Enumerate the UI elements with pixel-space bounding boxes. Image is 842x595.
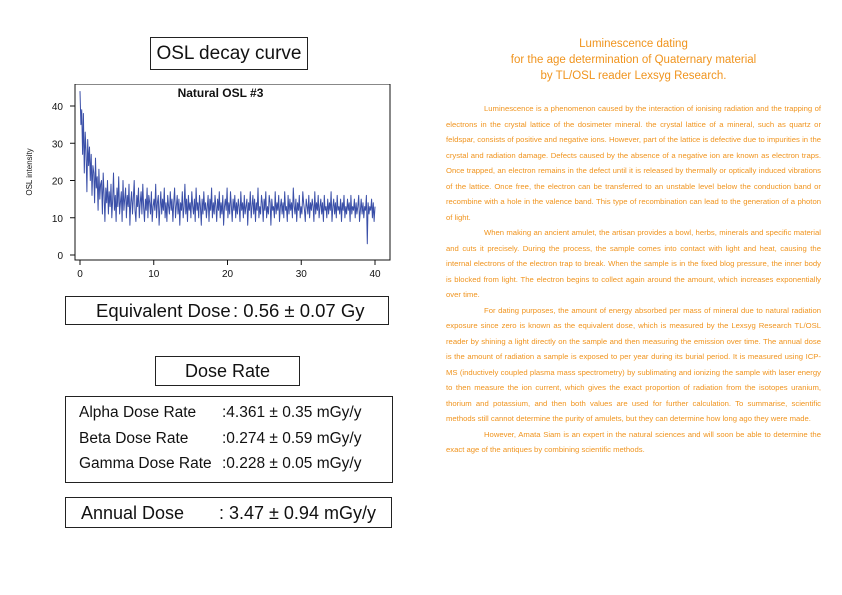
alpha-dose-rate-label: Alpha Dose Rate (79, 404, 197, 421)
dose-rate-title-box: Dose Rate (155, 356, 300, 386)
osl-series-line (79, 91, 376, 245)
article-paragraph: However, Amata Siam is an expert in the … (446, 429, 821, 455)
y-tick-label: 10 (52, 214, 64, 225)
y-tick-label: 20 (52, 177, 64, 188)
headline-line-1: Luminescence dating (579, 38, 688, 50)
article-headline: Luminescence dating for the age determin… (446, 36, 821, 84)
beta-dose-rate-value: :0.274 ± 0.59 mGy/y (222, 430, 362, 447)
osl-decay-chart: Natural OSL #3 0 10 20 30 40 0 10 20 30 40 OSL inte… (25, 84, 391, 280)
osl-title: OSL decay curve (156, 42, 302, 64)
x-tick-label: 10 (148, 269, 160, 280)
article: Luminescence dating for the age determin… (446, 36, 821, 458)
y-axis-label: OSL intensity (25, 148, 34, 195)
y-tick-label: 40 (52, 102, 64, 113)
dose-rate-box: Alpha Dose Rate :4.361 ± 0.35 mGy/y Beta… (65, 396, 393, 483)
y-tick-label: 0 (57, 251, 63, 262)
article-paragraph: For dating purposes, the amount of energ… (446, 305, 821, 424)
headline-line-3: by TL/OSL reader Lexsyg Research. (540, 70, 727, 82)
gamma-dose-rate-label: Gamma Dose Rate (79, 455, 212, 472)
article-paragraph: Luminescence is a phenomenon caused by t… (446, 104, 821, 222)
headline-line-2: for the age determination of Quaternary … (510, 54, 757, 66)
gamma-dose-rate-value: :0.228 ± 0.05 mGy/y (222, 455, 362, 472)
annual-dose-label: Annual Dose (81, 503, 185, 523)
x-tick-label: 20 (222, 269, 234, 280)
alpha-dose-rate-value: :4.361 ± 0.35 mGy/y (222, 404, 362, 421)
equivalent-dose-box: Equivalent Dose : 0.56 ± 0.07 Gy (65, 296, 389, 325)
x-tick-label: 0 (77, 269, 83, 280)
article-paragraph: When making an ancient amulet, the artis… (446, 228, 821, 299)
x-tick-label: 30 (296, 269, 308, 280)
x-tick-label: 40 (369, 269, 381, 280)
osl-title-box: OSL decay curve (150, 37, 308, 70)
dose-rate-title: Dose Rate (184, 360, 271, 381)
y-tick-label: 30 (52, 139, 64, 150)
annual-dose-value: : 3.47 ± 0.94 mGy/y (219, 503, 376, 523)
chart-title: Natural OSL #3 (178, 86, 264, 100)
equivalent-dose-value: : 0.56 ± 0.07 Gy (233, 300, 365, 321)
equivalent-dose-label: Equivalent Dose (96, 300, 231, 321)
beta-dose-rate-label: Beta Dose Rate (79, 430, 189, 447)
annual-dose-box: Annual Dose : 3.47 ± 0.94 mGy/y (65, 497, 392, 528)
plot-frame (74, 84, 391, 261)
